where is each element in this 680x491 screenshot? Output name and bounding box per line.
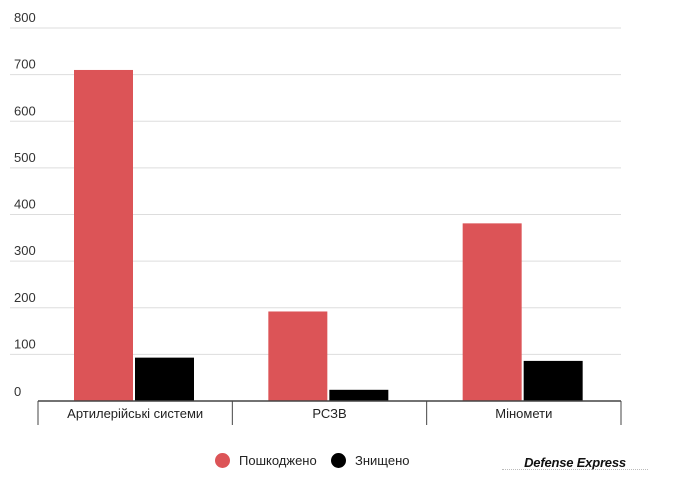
y-tick-label: 100 bbox=[14, 336, 36, 351]
legend-dot-damaged bbox=[215, 452, 230, 468]
bar bbox=[523, 360, 583, 401]
y-tick-label: 200 bbox=[14, 290, 36, 305]
bar bbox=[462, 223, 522, 401]
y-tick-label: 500 bbox=[14, 150, 36, 165]
x-axis bbox=[37, 400, 622, 425]
x-tick-label: Артилерійські системи bbox=[67, 406, 203, 421]
brand-underline bbox=[502, 469, 648, 470]
y-tick-label: 300 bbox=[14, 243, 36, 258]
category-labels: Артилерійські системи РСЗВ Міномети bbox=[67, 406, 552, 421]
bar-chart: 0 100 200 300 400 500 600 700 800 Артилерійські … bbox=[10, 10, 622, 425]
legend-label-destroyed: Знищено bbox=[355, 452, 410, 468]
bar bbox=[268, 311, 328, 401]
brand-logo: Defense Express bbox=[524, 455, 626, 470]
legend: Пошкоджено Знищено bbox=[0, 449, 630, 471]
y-tick-label: 700 bbox=[14, 57, 36, 72]
bars bbox=[74, 69, 583, 402]
bar bbox=[74, 69, 133, 402]
bar bbox=[329, 389, 389, 401]
legend-item-destroyed[interactable]: Знищено bbox=[331, 449, 409, 471]
y-axis-ticks: 0 100 200 300 400 500 600 700 800 bbox=[14, 10, 36, 399]
y-tick-label: 0 bbox=[14, 384, 21, 399]
y-tick-label: 400 bbox=[14, 197, 36, 212]
legend-item-damaged[interactable]: Пошкоджено bbox=[215, 449, 317, 471]
y-tick-label: 800 bbox=[14, 10, 36, 25]
bar bbox=[135, 357, 194, 401]
legend-dot-destroyed bbox=[331, 452, 346, 468]
legend-label-damaged: Пошкоджено bbox=[239, 452, 317, 468]
y-tick-label: 600 bbox=[14, 103, 36, 118]
x-tick-label: РСЗВ bbox=[312, 406, 346, 421]
x-tick-label: Міномети bbox=[495, 406, 552, 421]
